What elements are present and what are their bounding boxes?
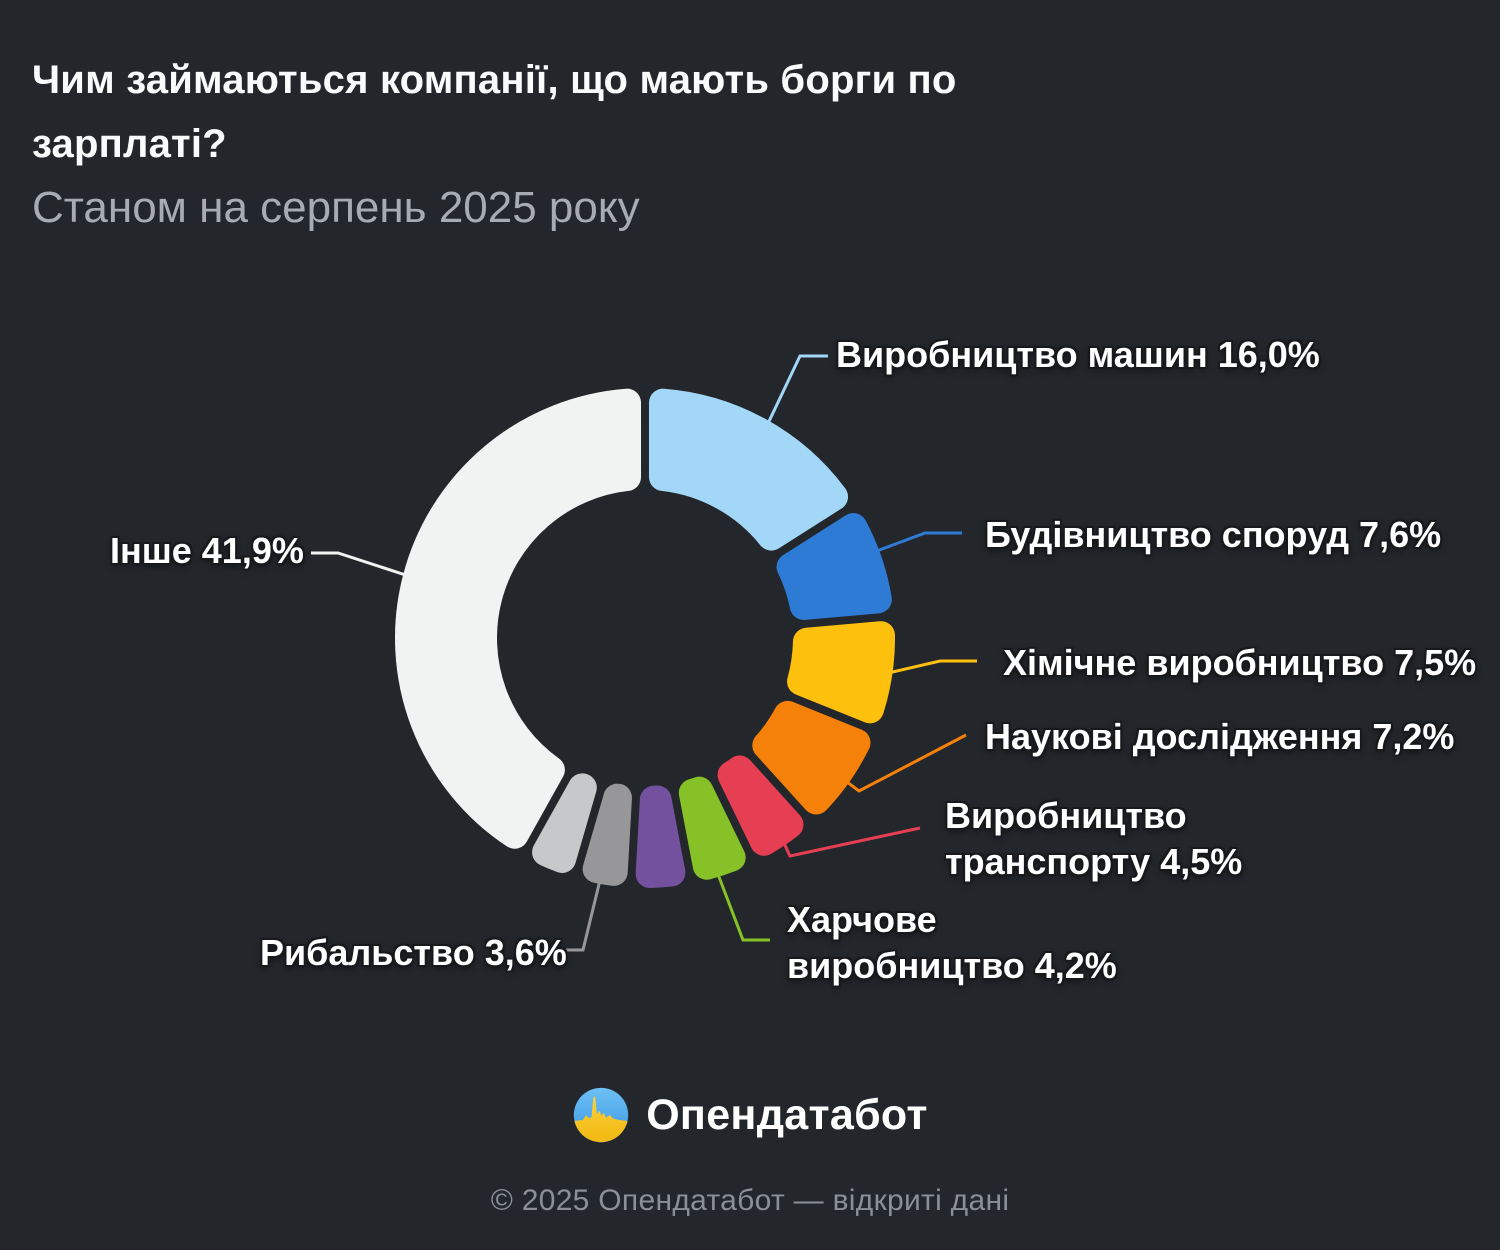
opendatabot-logo-icon	[574, 1087, 629, 1143]
chart-header: Чим займаються компанії, що мають борги …	[32, 48, 1152, 240]
leader-line-machines	[761, 354, 828, 435]
copyright-footer: © 2025 Опендатабот — відкриті дані	[490, 1184, 1010, 1217]
pie-slice-transport	[717, 755, 804, 856]
leader-line-construction	[857, 531, 962, 560]
leader-line-other	[311, 551, 425, 583]
leader-line-transport	[781, 826, 921, 858]
brand-lockup: Опендатабот	[0, 1086, 1500, 1144]
leader-line-food	[714, 868, 770, 942]
leader-line-fishing	[566, 875, 603, 952]
pie-slice-other	[395, 388, 642, 849]
pie-slice-unlabeled-b	[532, 773, 597, 873]
pie-slice-fishing	[582, 783, 632, 886]
pie-slice-unlabeled-a	[635, 785, 686, 888]
pie-slice-machines	[648, 388, 849, 551]
chart-title: Чим займаються компанії, що мають борги …	[32, 58, 957, 166]
pie-slice-construction	[776, 513, 892, 620]
pie-slice-research	[752, 700, 871, 815]
pie-slice-food	[678, 776, 746, 880]
brand-name: Опендатабот	[646, 1090, 928, 1139]
chart-subtitle: Станом на серпень 2025 року	[32, 183, 640, 232]
pie-slice-chemical	[787, 621, 895, 724]
leader-line-chemical	[883, 659, 977, 676]
